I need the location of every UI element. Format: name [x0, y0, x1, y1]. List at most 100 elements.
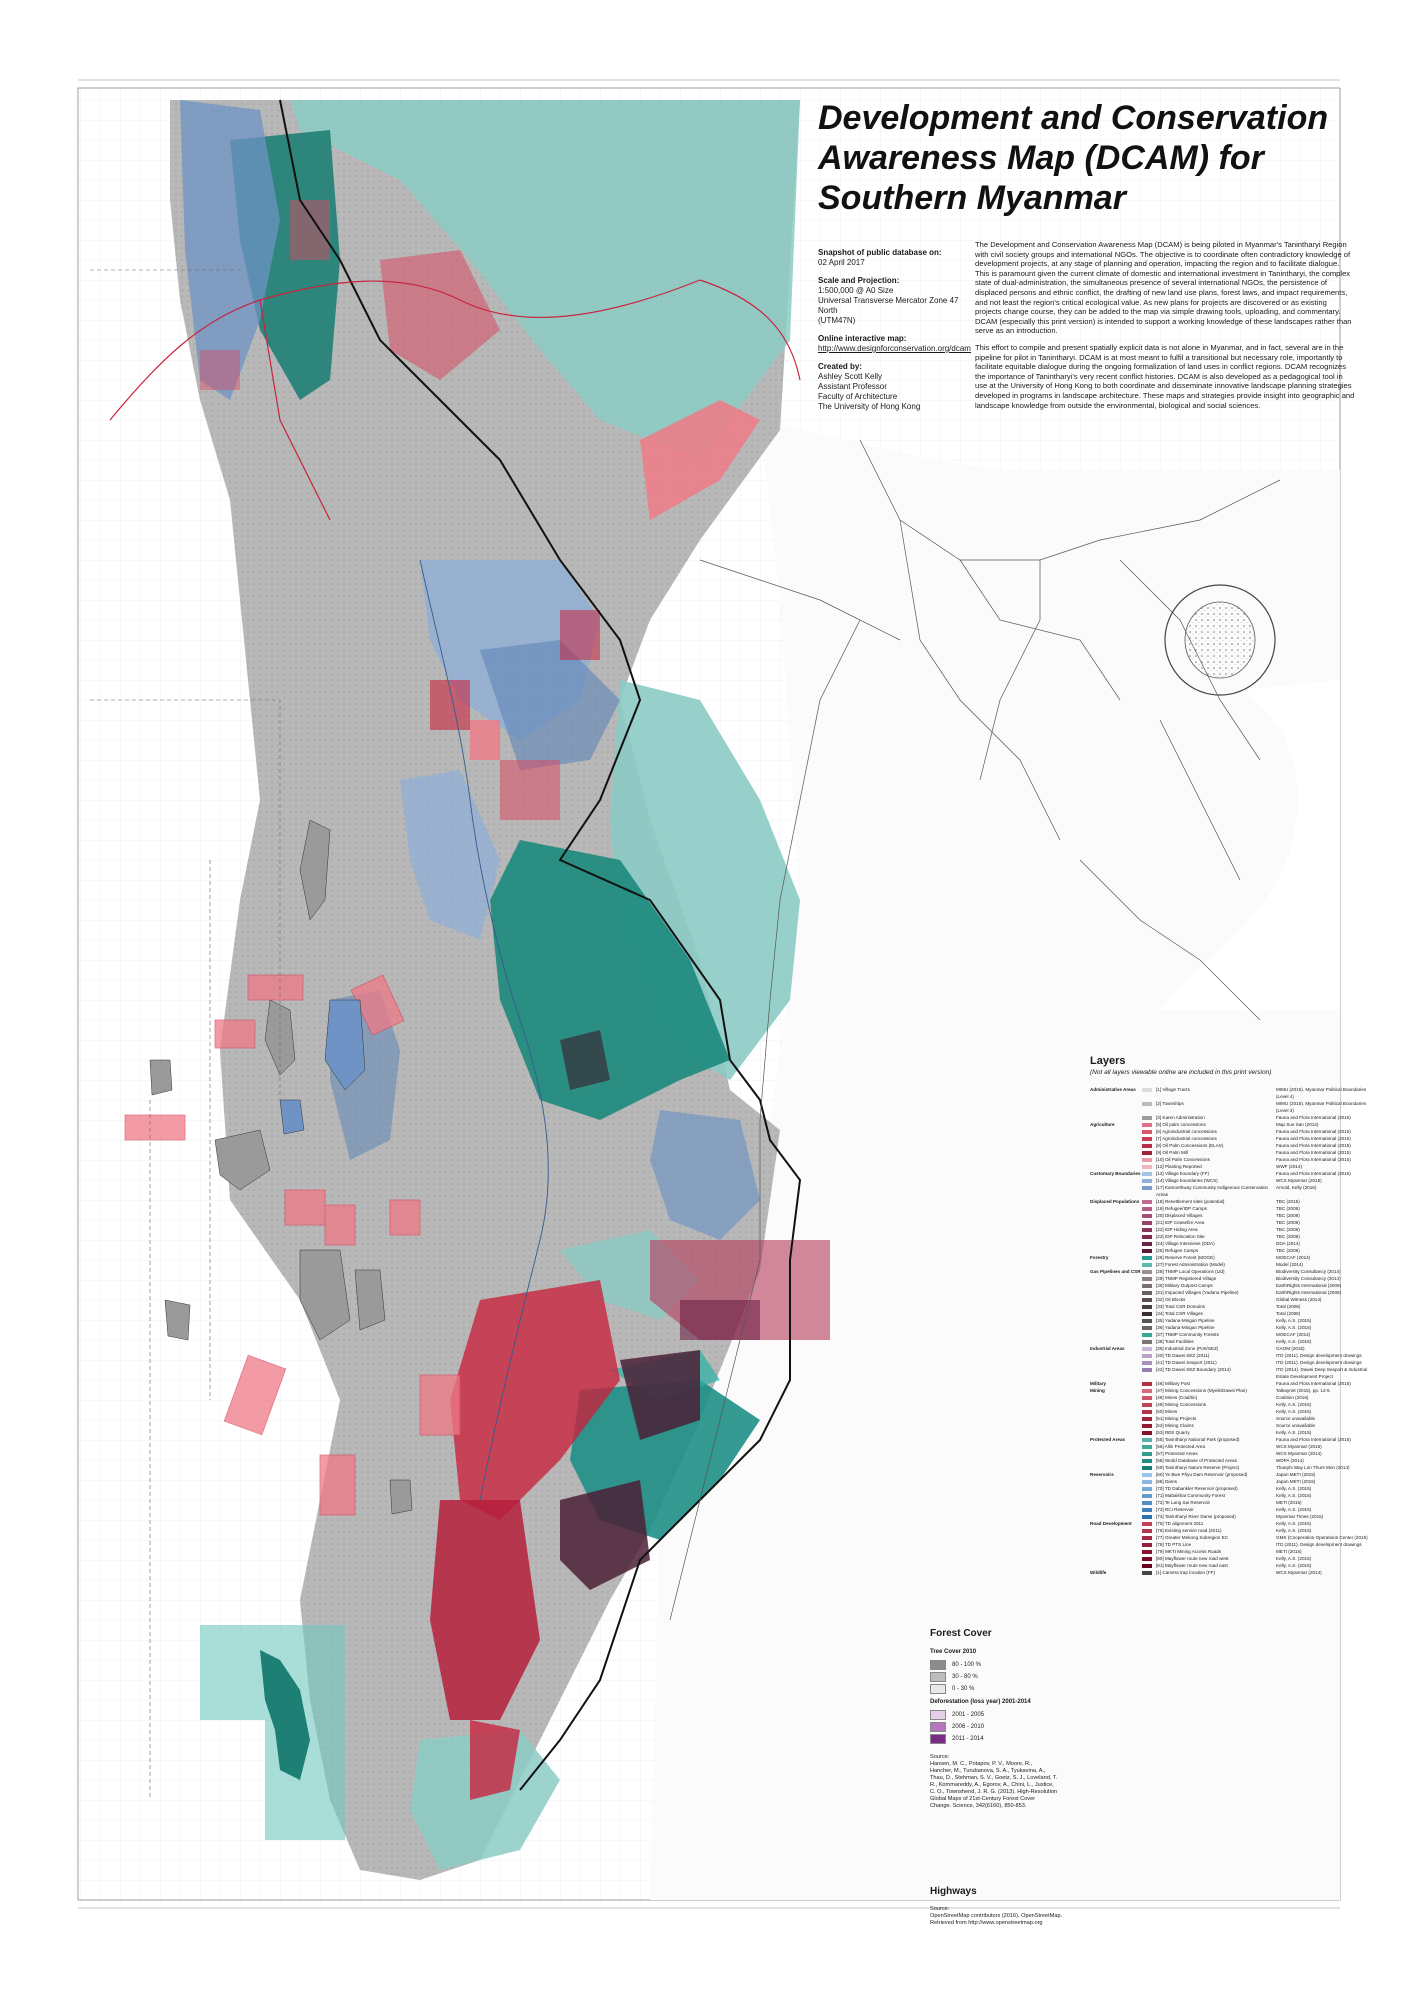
layer-label[interactable]: [80] Mayflower route new road west [1156, 1556, 1229, 1561]
layer-label[interactable]: [59] Tanintharyi Nature Reserve (Project… [1156, 1465, 1240, 1470]
layer-category: Displaced Populations [1090, 1199, 1140, 1204]
layer-label[interactable]: [68] Dams [1156, 1479, 1177, 1484]
layer-label[interactable]: [34] Total CSR Villages [1156, 1311, 1203, 1316]
layer-label[interactable]: [24] Village Interviews (DDA) [1156, 1241, 1215, 1246]
layer-label[interactable]: [57] Protected Areas [1156, 1451, 1198, 1456]
layer-label[interactable]: [79] MKTI Mining Access Roads [1156, 1549, 1222, 1554]
layer-source: WCS Myanmar (2015) [1276, 1178, 1322, 1183]
layer-source: Kelly, A.S. (2015) [1276, 1318, 1312, 1323]
snapshot-date: 02 April 2017 [818, 258, 865, 267]
tanintharyi-river [419, 559, 549, 1501]
layer-label[interactable]: [49] Mining Concessions [1156, 1402, 1207, 1407]
layer-swatch [1142, 1507, 1152, 1512]
layer-label[interactable]: [47] Mining Concessions (Myeik/Dawei Pla… [1156, 1388, 1247, 1393]
concession-red-areas [200, 200, 830, 1800]
layer-label[interactable]: [73] RCI Reservoir [1156, 1507, 1194, 1512]
layer-label[interactable]: [5] Oil palm concessions [1156, 1122, 1206, 1127]
layer-label[interactable]: [53] REE Quarry [1156, 1430, 1190, 1435]
layer-label[interactable]: [40] TD Dawei SEZ (2011) [1156, 1353, 1210, 1358]
layer-label[interactable]: [76] Existing service road (2011) [1156, 1528, 1222, 1533]
layer-label[interactable]: [71] Mabaikhat Community Forest [1156, 1493, 1225, 1498]
layer-label[interactable]: [8] Oil Palm Concessions (ELAS) [1156, 1143, 1224, 1148]
layer-label[interactable]: [42] TD Dawei SEZ Boundary (2014) [1156, 1367, 1231, 1372]
layer-label[interactable]: [35] Yadana-Mingan Pipeline [1156, 1318, 1215, 1323]
layer-label[interactable]: [70] TD Dabankler Reservoir (proposed) [1156, 1486, 1238, 1491]
layer-category: Reservoirs [1090, 1472, 1114, 1477]
layer-swatch [1142, 1325, 1152, 1330]
layer-label[interactable]: [20] Displaced Villages [1156, 1213, 1203, 1218]
layer-source: MOECAF (2014) [1276, 1332, 1311, 1337]
layer-label[interactable]: [28] TNMP Local Operations (Ltd) [1156, 1269, 1225, 1274]
layer-label[interactable]: [58] World Database of Protected Areas [1156, 1458, 1237, 1463]
layer-label[interactable]: [39] Industrial Zone (Port/SEZ) [1156, 1346, 1219, 1351]
layer-label[interactable]: [51] Mining Projects [1156, 1416, 1197, 1421]
layer-label[interactable]: [12] Planting Reported [1156, 1164, 1202, 1169]
layer-source: MIMU (2015). Myanmar Political Boundarie… [1276, 1087, 1367, 1099]
layer-label[interactable]: [74] Tanintharyi River Dams (proposed) [1156, 1514, 1236, 1519]
layer-category [1090, 1352, 1142, 1359]
layer-label[interactable]: [50] Mines [1156, 1409, 1178, 1414]
layer-label[interactable]: [2] Townships [1156, 1101, 1184, 1106]
layer-label[interactable]: [38] Total Facilities [1156, 1339, 1194, 1344]
layer-label[interactable]: [36] Yadana-Mingan Pipeline [1156, 1325, 1215, 1330]
layer-label[interactable]: [75] TD alignment 2011 [1156, 1521, 1204, 1526]
layer-label[interactable]: [31] Impacted Villages (Yadana Pipeline) [1156, 1290, 1239, 1295]
layer-label[interactable]: [60] Ye Bwe Phyu Dam Reservoir (proposed… [1156, 1472, 1248, 1477]
layer-source: Kelly, A.S. (2015) [1276, 1402, 1312, 1407]
layer-category [1090, 1184, 1142, 1198]
layer-label[interactable]: [41] TD Dawei Seaport (2011) [1156, 1360, 1217, 1365]
layer-swatch [1142, 1339, 1152, 1344]
layer-label[interactable]: [19] Refugee/IDP Camps [1156, 1206, 1207, 1211]
layer-label[interactable]: [23] IDP Relocation Site [1156, 1234, 1205, 1239]
layer-label[interactable]: [26] Reserve Forest (MOGE) [1156, 1255, 1215, 1260]
layer-category: Gas Pipelines and CSR [1090, 1269, 1141, 1274]
layer-label[interactable]: [14] Village boundaries (WCS) [1156, 1178, 1218, 1183]
created-label: Created by: [818, 362, 863, 371]
tree-cover-classes: 80 - 100 % 30 - 80 % 0 - 30 % [930, 1660, 1060, 1694]
layer-label[interactable]: [48] Mines (Coal/tin) [1156, 1395, 1198, 1400]
layer-swatch [1142, 1542, 1152, 1547]
layer-label[interactable]: [22] IDP Hiding Area [1156, 1227, 1198, 1232]
layer-label[interactable]: [17] Kamoethway Community Indigenous Con… [1156, 1185, 1269, 1197]
layer-swatch [1142, 1535, 1152, 1540]
layer-category [1090, 1534, 1142, 1541]
layer-label[interactable]: [56] Allin Protected Area [1156, 1444, 1206, 1449]
layer-label[interactable]: [77] Greater Mekong Subregion EC [1156, 1535, 1229, 1540]
layer-category [1090, 1443, 1142, 1450]
layer-swatch [1142, 1122, 1152, 1127]
layer-label[interactable]: [9] Oil Palm Mill [1156, 1150, 1188, 1155]
layer-label[interactable]: [81] Mayflower route new road east [1156, 1563, 1228, 1568]
layer-swatch [1142, 1479, 1152, 1484]
layer-category [1090, 1338, 1142, 1345]
online-map-link[interactable]: http://www.designforconservation.org/dca… [818, 344, 971, 353]
layer-label[interactable]: [55] Tanintharyi National Park (proposed… [1156, 1437, 1240, 1442]
layer-label[interactable]: [10] Oil Palm Concessions [1156, 1157, 1210, 1162]
layer-swatch [1142, 1486, 1152, 1491]
layer-source: TBC (2008) [1276, 1206, 1300, 1211]
layer-category: Agriculture [1090, 1122, 1115, 1127]
layer-label[interactable]: [46] Military Post [1156, 1381, 1190, 1386]
layer-label[interactable]: [78] TD PTS Line [1156, 1542, 1192, 1547]
layer-label[interactable]: [13] Village boundary (FF) [1156, 1171, 1210, 1176]
layer-label[interactable]: [37] TNMP Community Forests [1156, 1332, 1219, 1337]
layer-source: Arnold, Kelly (2016) [1276, 1185, 1317, 1190]
layer-label[interactable]: [33] Total CSR Domains [1156, 1304, 1205, 1309]
layer-label[interactable]: [32] Oil Blocks [1156, 1297, 1186, 1302]
layers-note: (Not all layers viewable online are incl… [1090, 1069, 1272, 1076]
layer-label[interactable]: [52] Mining Claims [1156, 1423, 1194, 1428]
layer-label[interactable]: [27] Forest Administration (Model) [1156, 1262, 1225, 1267]
layer-label[interactable]: [30] Military Outpost Camps [1156, 1283, 1213, 1288]
layer-source: Source unavailable [1276, 1423, 1316, 1428]
layer-label[interactable]: [1] Camera trap location (FF) [1156, 1570, 1215, 1575]
layer-label[interactable]: [1] Village Tracts [1156, 1087, 1190, 1092]
layer-label[interactable]: [21] IDP Ceasefire Area [1156, 1220, 1205, 1225]
layer-label[interactable]: [6] Agroindustrial concessions [1156, 1129, 1217, 1134]
layer-source: DDA (2014) [1276, 1241, 1301, 1246]
layer-label[interactable]: [3] Karen Administration [1156, 1115, 1205, 1120]
layer-label[interactable]: [7] Agroindustrial concessions [1156, 1136, 1217, 1141]
layer-label[interactable]: [25] Refugee Camps [1156, 1248, 1199, 1253]
layer-label[interactable]: [29] TNMP Registered Village [1156, 1276, 1217, 1281]
layer-label[interactable]: [72] Te Lang Sai Reservoir [1156, 1500, 1211, 1505]
layer-label[interactable]: [18] Resettlement sites (potential) [1156, 1199, 1225, 1204]
